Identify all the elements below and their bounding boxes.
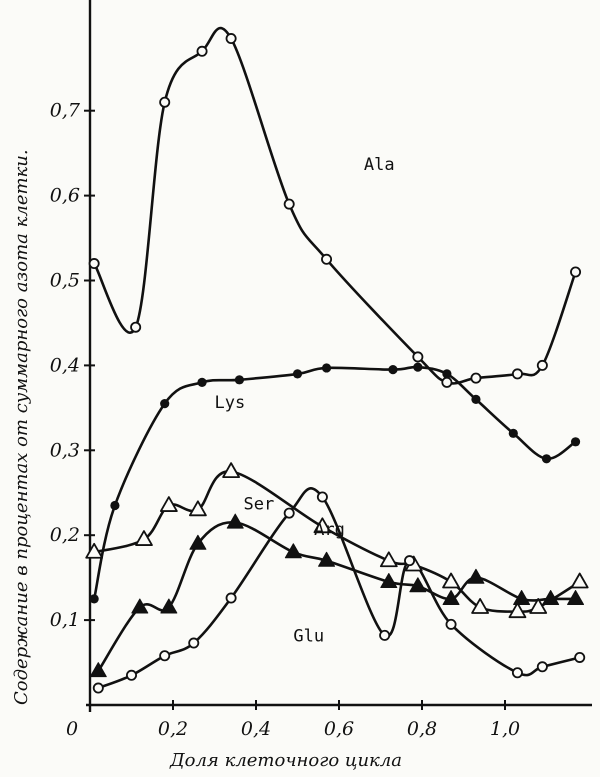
ala-point [511,368,523,380]
ala-point [88,258,100,270]
glu-point [159,650,171,662]
glu-point [126,669,138,681]
x-tick-label: 0,4 [241,718,271,740]
ala-label: Ala [364,155,395,175]
lys-point [110,500,120,511]
arg-point [189,534,207,550]
ala-curve [93,26,577,385]
glu-curve [97,487,581,690]
ala-point [441,376,453,388]
ala-point [470,372,482,384]
glu-point [316,491,328,503]
lys-label: Lys [215,393,246,413]
lys-point [541,454,552,464]
ser-label: Ser [244,495,275,515]
ala-point [321,253,333,265]
y-tick-label: 0,1 [50,609,80,631]
glu-point [536,661,548,673]
ala-point [536,359,548,371]
glu-point [574,651,586,663]
y-axis-title: Содержание в процентах от суммарного азо… [11,149,32,705]
fitted-curves [92,26,581,690]
lys-point [321,363,332,373]
ala-point [412,351,424,363]
ser-point [508,602,527,619]
lys-point [234,375,244,385]
x-axis-title: Доля клеточного цикла [169,750,402,771]
arg-point [160,598,178,614]
ala-point [159,96,171,108]
glu-point [404,555,416,567]
lys-point [388,365,398,375]
ala-point [130,321,142,333]
glu-point [283,507,295,519]
y-tick-label: 0,7 [50,100,81,122]
ser-point [471,598,489,614]
lys-point [442,369,452,379]
ser-point [159,496,178,512]
lys-point [570,437,581,447]
ser-point [85,542,104,559]
lys-point [471,394,481,404]
x-tick-label: 0,2 [158,718,188,740]
ala-point [196,45,208,57]
ala-point [283,198,295,210]
ser-point [529,598,548,614]
arg-point [89,662,107,678]
glu-point [92,682,104,694]
arg-point [380,572,398,588]
arg-point [442,589,460,605]
lys-point [160,399,170,409]
ser-point [442,572,460,589]
arg-point [542,589,560,605]
glu-point [379,629,391,641]
lys-curve [92,365,577,600]
data-points [85,33,589,694]
ser-point [135,530,153,546]
x-tick-label: 0 [66,718,78,740]
lys-point [292,369,303,379]
lys-point [197,377,207,387]
y-tick-label: 0,6 [50,185,80,207]
glu-point [511,667,523,679]
glu-label: Glu [293,626,324,646]
arg-label: Arg [314,520,345,540]
y-tick-label: 0,3 [50,439,80,461]
lys-point [413,362,423,372]
arg-point [467,568,485,584]
axes: 0,1 0,2 0,3 0,4 0,5 0,6 0,7 0 0,2 0,4 0,6 0,8 1,0 [50,0,592,740]
lys-point [508,428,518,438]
arg-point [409,577,427,593]
ser-point [313,517,332,534]
glu-point [445,618,457,630]
series-labels: Ala Lys Ser Arg Glu [215,155,395,646]
arg-point [131,598,149,614]
arg-point [284,543,302,559]
arg-curve [97,521,576,672]
arg-point [513,589,531,605]
y-tick-label: 0,2 [50,524,80,546]
x-tick-label: 0,8 [407,718,437,740]
x-tick-label: 0,6 [324,718,354,740]
ser-point [189,500,207,517]
x-tick-label: 1,0 [490,718,520,740]
glu-point [225,592,237,604]
y-tick-label: 0,4 [50,354,80,376]
ser-point [570,572,589,589]
ala-point [570,266,582,278]
y-tick-label: 0,5 [50,270,80,292]
ser-point [379,551,398,568]
glu-point [188,637,200,649]
ser-point [222,462,240,479]
arg-point [567,589,585,605]
arg-point [318,551,336,567]
lys-point [89,594,99,604]
ala-point [225,33,237,45]
arg-point [226,513,244,529]
